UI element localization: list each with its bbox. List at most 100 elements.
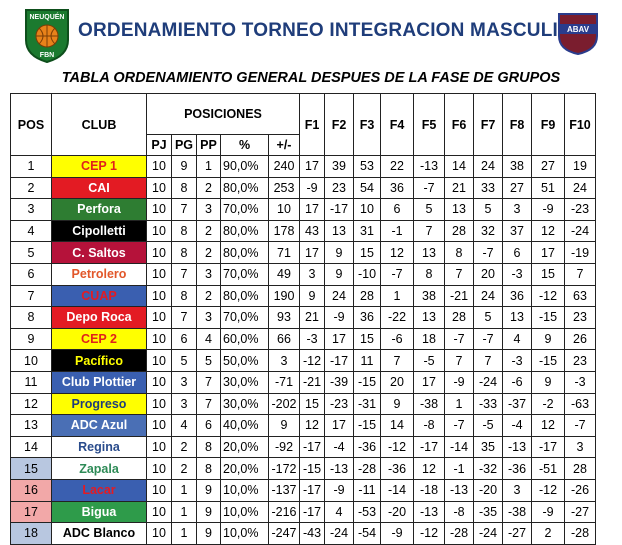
f6-cell: -9 xyxy=(444,370,474,394)
f6-cell: 28 xyxy=(444,219,474,243)
f9-cell: 12 xyxy=(531,219,565,243)
f5-cell: 17 xyxy=(413,370,445,394)
f9-cell: 51 xyxy=(531,176,565,200)
f1-cell: 17 xyxy=(299,155,325,178)
table-row: 3 Perfora 10 7 3 70,0% 10 17 -17 10 6 5 13 5 3 -9 -23 xyxy=(10,198,596,221)
f7-cell: 20 xyxy=(473,262,503,286)
f1-cell: 17 xyxy=(299,198,325,221)
pct-cell: 80,0% xyxy=(220,284,269,308)
table-body: 1 CEP 1 10 9 1 90,0% 240 17 39 53 22 -13 14 24 38 27 19 2… xyxy=(10,155,596,545)
diff-cell: -202 xyxy=(268,392,300,416)
pct-cell: 30,0% xyxy=(220,370,269,394)
pp-cell: 2 xyxy=(196,219,221,243)
pos-cell: 15 xyxy=(10,457,52,480)
pos-cell: 5 xyxy=(10,241,52,264)
header-f9: F9 xyxy=(531,93,565,156)
f7-cell: 5 xyxy=(473,198,503,221)
pj-cell: 10 xyxy=(146,284,172,308)
pct-cell: 10,0% xyxy=(220,522,269,545)
table-row: 6 Petrolero 10 7 3 70,0% 49 3 9 -10 -7 8 7 20 -3 15 7 xyxy=(10,262,596,286)
diff-cell: -71 xyxy=(268,370,300,394)
pj-cell: 10 xyxy=(146,500,172,524)
table-row: 8 Depo Roca 10 7 3 70,0% 93 21 -9 36 -22 13 28 5 13 -15… xyxy=(10,306,596,329)
f9-cell: 27 xyxy=(531,155,565,178)
pos-cell: 2 xyxy=(10,176,52,200)
f4-cell: -36 xyxy=(380,457,414,480)
club-cell: Club Plottier xyxy=(51,370,147,394)
f1-cell: 15 xyxy=(299,392,325,416)
pj-cell: 10 xyxy=(146,241,172,264)
f2-cell: -13 xyxy=(324,457,354,480)
f5-cell: -18 xyxy=(413,478,445,502)
pos-cell: 10 xyxy=(10,349,52,372)
table-row: 11 Club Plottier 10 3 7 30,0% -71 -21 -39 -15 20 17… xyxy=(10,370,596,394)
pp-cell: 3 xyxy=(196,306,221,329)
pos-cell: 4 xyxy=(10,219,52,243)
pp-cell: 9 xyxy=(196,478,221,502)
f3-cell: -11 xyxy=(353,478,381,502)
f4-cell: -14 xyxy=(380,478,414,502)
f1-cell: 12 xyxy=(299,414,325,437)
club-cell: Bigua xyxy=(51,500,147,524)
diff-cell: 190 xyxy=(268,284,300,308)
f9-cell: -17 xyxy=(531,435,565,459)
f3-cell: -15 xyxy=(353,414,381,437)
header-f3: F3 xyxy=(353,93,381,156)
f3-cell: -54 xyxy=(353,522,381,545)
f1-cell: -12 xyxy=(299,349,325,372)
pg-cell: 4 xyxy=(171,414,197,437)
pct-cell: 40,0% xyxy=(220,414,269,437)
f2-cell: -9 xyxy=(324,478,354,502)
pct-cell: 80,0% xyxy=(220,219,269,243)
f9-cell: -9 xyxy=(531,198,565,221)
header-posiciones: POSICIONES xyxy=(146,93,300,135)
f10-cell: 23 xyxy=(564,349,596,372)
f3-cell: 15 xyxy=(353,241,381,264)
pp-cell: 8 xyxy=(196,435,221,459)
f5-cell: 13 xyxy=(413,306,445,329)
diff-cell: -216 xyxy=(268,500,300,524)
f5-cell: -38 xyxy=(413,392,445,416)
f2-cell: 17 xyxy=(324,327,354,351)
f8-cell: 3 xyxy=(502,198,532,221)
pj-cell: 10 xyxy=(146,370,172,394)
f6-cell: -21 xyxy=(444,284,474,308)
pg-cell: 7 xyxy=(171,198,197,221)
page-title: ORDENAMIENTO TORNEO INTEGRACION MASCULIN… xyxy=(78,20,587,41)
pos-cell: 1 xyxy=(10,155,52,178)
f6-cell: -1 xyxy=(444,457,474,480)
pct-cell: 30,0% xyxy=(220,392,269,416)
pos-cell: 17 xyxy=(10,500,52,524)
pg-cell: 1 xyxy=(171,478,197,502)
f1-cell: -15 xyxy=(299,457,325,480)
f1-cell: 17 xyxy=(299,241,325,264)
f9-cell: -15 xyxy=(531,349,565,372)
f8-cell: 6 xyxy=(502,241,532,264)
pct-cell: 10,0% xyxy=(220,478,269,502)
header-club: CLUB xyxy=(51,93,147,156)
pct-cell: 70,0% xyxy=(220,198,269,221)
pj-cell: 10 xyxy=(146,392,172,416)
f8-cell: -13 xyxy=(502,435,532,459)
diff-cell: 9 xyxy=(268,414,300,437)
f3-cell: -36 xyxy=(353,435,381,459)
pp-cell: 7 xyxy=(196,370,221,394)
f10-cell: -63 xyxy=(564,392,596,416)
pj-cell: 10 xyxy=(146,327,172,351)
f3-cell: 28 xyxy=(353,284,381,308)
f7-cell: -7 xyxy=(473,327,503,351)
f2-cell: -23 xyxy=(324,392,354,416)
f7-cell: -35 xyxy=(473,500,503,524)
f4-cell: -9 xyxy=(380,522,414,545)
f4-cell: -20 xyxy=(380,500,414,524)
f5-cell: -13 xyxy=(413,500,445,524)
f10-cell: -19 xyxy=(564,241,596,264)
table-row: 13 ADC Azul 10 4 6 40,0% 9 12 17 -15 14 -8 -7 -5 -4 12-… xyxy=(10,414,596,437)
pos-cell: 13 xyxy=(10,414,52,437)
f9-cell: -12 xyxy=(531,478,565,502)
f7-cell: -20 xyxy=(473,478,503,502)
diff-cell: -247 xyxy=(268,522,300,545)
header: NEUQUÉN FBN ORDENAMIENTO TORNEO INTEGRAC… xyxy=(0,0,622,68)
f3-cell: 10 xyxy=(353,198,381,221)
f9-cell: 17 xyxy=(531,241,565,264)
